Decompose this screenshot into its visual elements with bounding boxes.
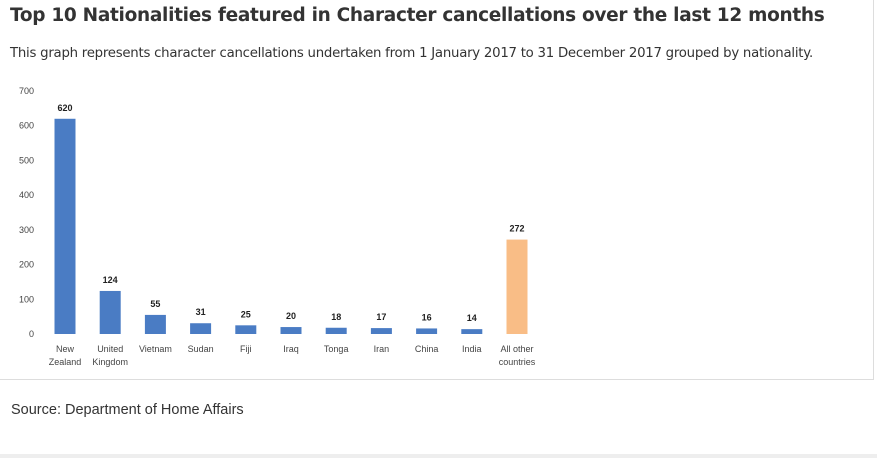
x-tick-label: Tonga: [324, 344, 349, 354]
source-note: Source: Department of Home Affairs: [11, 402, 244, 418]
y-tick-label: 200: [19, 260, 34, 270]
x-tick-label: Sudan: [188, 344, 214, 354]
x-tick-label: Zealand: [49, 357, 82, 367]
x-tick-label: Vietnam: [139, 344, 172, 354]
bar: [144, 314, 166, 334]
bar: [506, 239, 528, 334]
divider: [0, 454, 877, 458]
data-label: 31: [196, 307, 206, 317]
x-tick-label: countries: [499, 357, 536, 367]
x-tick-label: United: [97, 344, 123, 354]
data-label: 14: [467, 313, 477, 323]
data-label: 18: [331, 312, 341, 322]
data-label: 16: [422, 312, 432, 322]
y-tick-label: 0: [29, 329, 34, 339]
data-label: 620: [57, 103, 72, 113]
y-tick-label: 700: [19, 86, 34, 96]
data-label: 124: [103, 275, 118, 285]
x-tick-label: Kingdom: [92, 357, 128, 367]
bar: [370, 328, 392, 334]
x-tick-label: India: [462, 344, 482, 354]
y-tick-label: 100: [19, 294, 34, 304]
x-tick-label: Fiji: [240, 344, 252, 354]
bar: [99, 290, 121, 334]
data-label: 272: [509, 224, 524, 234]
bar: [190, 323, 212, 334]
y-tick-label: 300: [19, 225, 34, 235]
y-tick-label: 400: [19, 190, 34, 200]
y-tick-label: 500: [19, 155, 34, 165]
bar: [54, 118, 76, 335]
x-tick-label: Iran: [374, 344, 390, 354]
x-tick-label: Iraq: [283, 344, 299, 354]
chart-title: Top 10 Nationalities featured in Charact…: [10, 5, 825, 26]
bar: [325, 327, 347, 334]
bar: [235, 325, 257, 334]
data-label: 17: [376, 312, 386, 322]
x-tick-label: All other: [500, 344, 533, 354]
bar: [280, 327, 302, 334]
bar: [416, 328, 438, 334]
bar: [461, 329, 483, 334]
x-tick-label: New: [56, 344, 75, 354]
chart-subtitle: This graph represents character cancella…: [10, 46, 813, 61]
x-tick-label: China: [415, 344, 439, 354]
data-label: 20: [286, 311, 296, 321]
y-tick-label: 600: [19, 121, 34, 131]
bar-chart: 0 100 200 300 400 500 600 700 620 New Zealand 124 Un…: [19, 86, 536, 367]
data-label: 25: [241, 309, 251, 319]
chart-panel: [0, 0, 874, 380]
data-label: 55: [150, 299, 160, 309]
